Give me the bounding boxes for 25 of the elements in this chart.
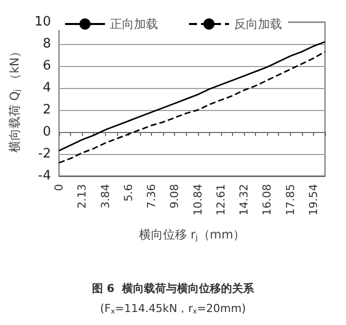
legend-label: 正向加载 bbox=[110, 17, 158, 31]
x-tick-label: 19.54 bbox=[306, 184, 320, 216]
x-tick-label: 5.6 bbox=[122, 184, 135, 202]
x-tick-label: 0 bbox=[52, 184, 66, 191]
x-tick-label: 17.85 bbox=[284, 184, 297, 216]
x-tick-label: 3.84 bbox=[98, 184, 112, 208]
x-tick-label: 10.84 bbox=[191, 184, 204, 216]
legend-label: 反向加载 bbox=[234, 17, 282, 31]
y-tick-label: -2 bbox=[38, 146, 51, 162]
x-tick-label: 16.08 bbox=[260, 184, 274, 216]
y-tick-label: 2 bbox=[42, 102, 51, 118]
y-tick-label: 6 bbox=[42, 58, 51, 74]
x-tick-label: 9.08 bbox=[168, 184, 182, 208]
y-tick-label: 8 bbox=[42, 36, 51, 52]
x-tick-label: 14.32 bbox=[238, 184, 251, 216]
x-tick-label: 2.13 bbox=[76, 184, 89, 208]
x-tick-label: 7.36 bbox=[145, 184, 158, 208]
x-tick-label: 12.61 bbox=[214, 184, 228, 216]
y-tick-label: 4 bbox=[42, 80, 51, 96]
y-tick-label: 0 bbox=[42, 124, 51, 140]
y-tick-label: 10 bbox=[34, 14, 51, 30]
line-series bbox=[58, 50, 326, 164]
text: 图 6 横向载荷与横向位移的关系 bbox=[92, 282, 256, 295]
y-tick-label: -4 bbox=[38, 168, 51, 184]
line-series bbox=[58, 41, 326, 152]
